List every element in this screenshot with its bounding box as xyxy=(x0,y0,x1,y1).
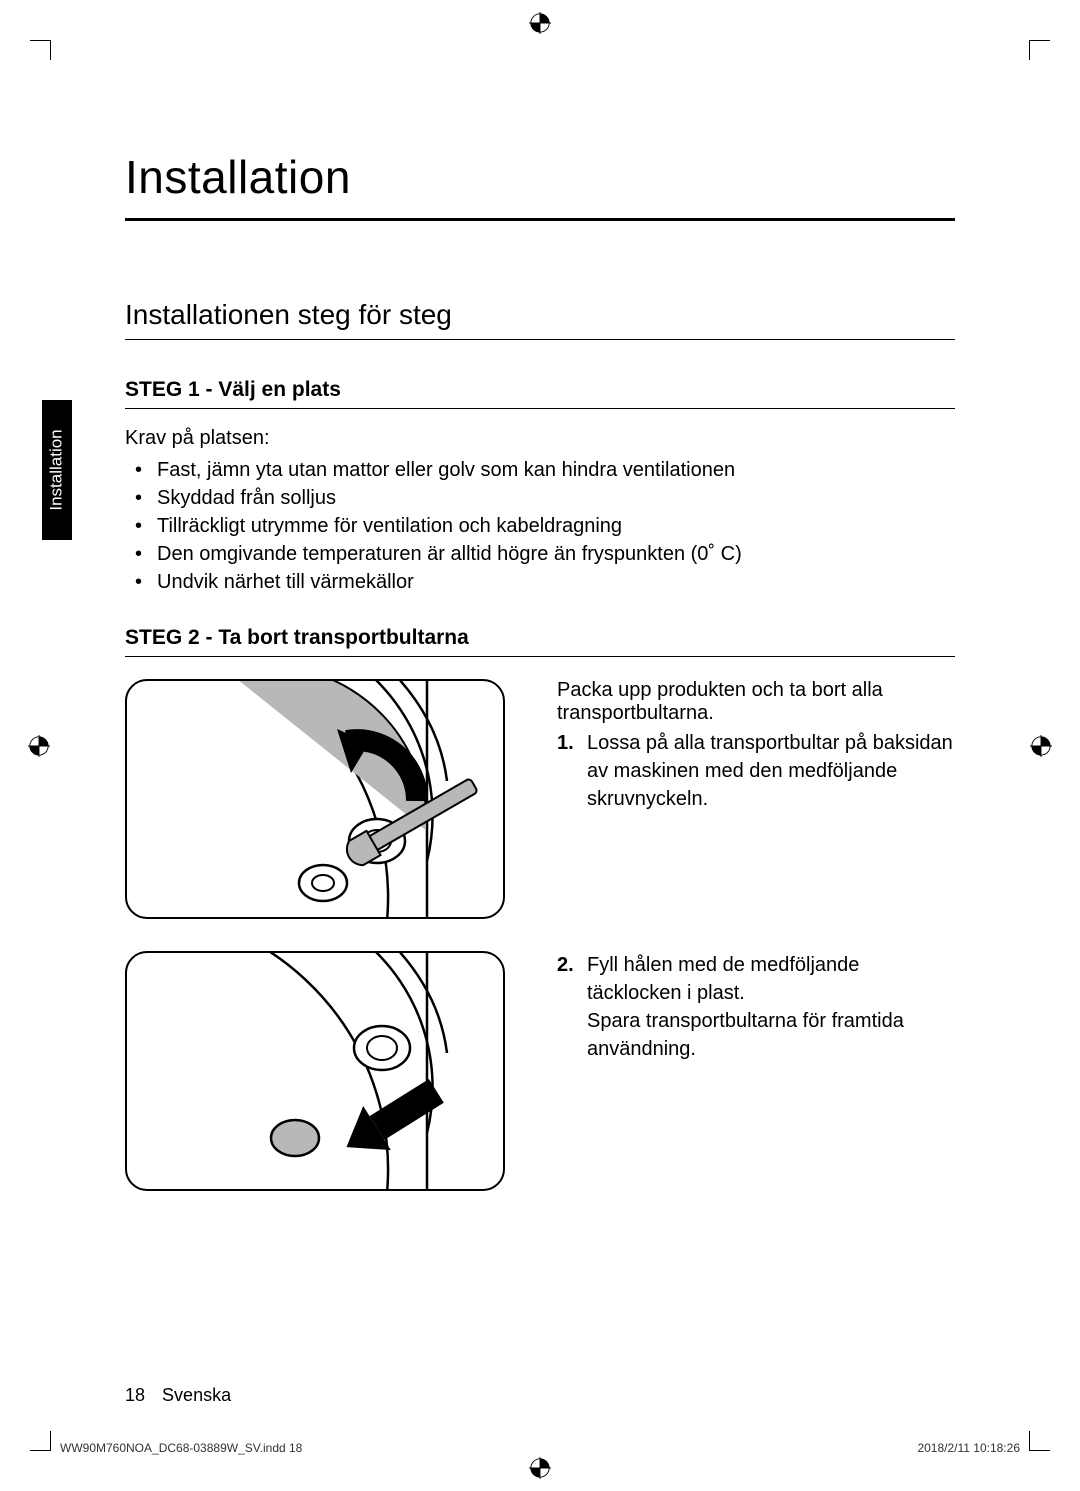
registration-mark-icon xyxy=(529,1457,551,1479)
crop-mark xyxy=(1030,40,1050,41)
step2-heading: STEG 2 - Ta bort transportbultarna xyxy=(125,626,955,657)
step2-item-1: Lossa på alla transportbultar på baksida… xyxy=(557,729,955,813)
section-heading: Installationen steg för steg xyxy=(125,299,955,340)
step1-heading: STEG 1 - Välj en plats xyxy=(125,378,955,409)
crop-mark xyxy=(1030,1450,1050,1451)
step1-bullets: Fast, jämn yta utan mattor eller golv so… xyxy=(125,456,955,596)
step2-lead: Packa upp produkten och ta bort alla tra… xyxy=(557,679,955,725)
step2-block-1: Packa upp produkten och ta bort alla tra… xyxy=(125,679,955,919)
crop-mark xyxy=(30,40,50,41)
page-footer: 18 Svenska xyxy=(125,1385,231,1406)
illustration-1 xyxy=(125,679,505,919)
page-title: Installation xyxy=(125,150,955,221)
illustration-2 xyxy=(125,951,505,1191)
registration-mark-icon xyxy=(1030,735,1052,757)
step2-block-2: Fyll hålen med de medföljande täcklocken… xyxy=(125,951,955,1191)
crop-mark xyxy=(1029,1431,1030,1451)
crop-mark xyxy=(1029,40,1030,60)
registration-mark-icon xyxy=(28,735,50,757)
bullet-item: Den omgivande temperaturen är alltid hög… xyxy=(157,540,955,568)
side-tab: Installation xyxy=(42,400,72,540)
crop-mark xyxy=(50,40,51,60)
imprint-right: 2018/2/11 10:18:26 xyxy=(917,1441,1020,1455)
bullet-item: Undvik närhet till värmekällor xyxy=(157,568,955,596)
imprint-left: WW90M760NOA_DC68-03889W_SV.indd 18 xyxy=(60,1441,302,1455)
side-tab-label: Installation xyxy=(47,429,67,510)
step2-list-1: Lossa på alla transportbultar på baksida… xyxy=(557,729,955,813)
bullet-item: Skyddad från solljus xyxy=(157,484,955,512)
step2-text-2: Fyll hålen med de medföljande täcklocken… xyxy=(557,951,955,1191)
bullet-item: Tillräckligt utrymme för ventilation och… xyxy=(157,512,955,540)
step1-intro: Krav på platsen: xyxy=(125,427,955,450)
crop-mark xyxy=(50,1431,51,1451)
step2-list-2: Fyll hålen med de medföljande täcklocken… xyxy=(557,951,955,1063)
bullet-item: Fast, jämn yta utan mattor eller golv so… xyxy=(157,456,955,484)
page-content: Installation Installation Installationen… xyxy=(125,150,955,1391)
step2-text-1: Packa upp produkten och ta bort alla tra… xyxy=(557,679,955,919)
page-language: Svenska xyxy=(162,1385,231,1405)
page-number: 18 xyxy=(125,1385,145,1405)
registration-mark-icon xyxy=(529,12,551,34)
step2-item-2: Fyll hålen med de medföljande täcklocken… xyxy=(557,951,955,1063)
crop-mark xyxy=(30,1450,50,1451)
